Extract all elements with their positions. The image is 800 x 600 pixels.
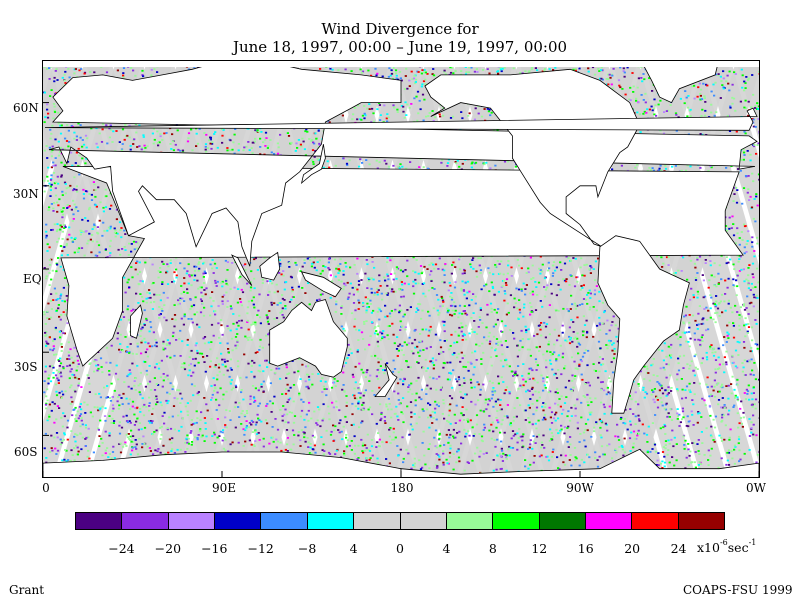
map-subtitle-date-range: June 18, 1997, 00:00 – June 19, 1997, 00… (232, 38, 568, 56)
color-swatch-0 (76, 513, 123, 529)
color-scale-label: 20 (624, 541, 641, 556)
lon-label-0w: 0W (746, 481, 766, 495)
units-prefix: x10 (697, 540, 720, 555)
author-credit: Grant (9, 583, 45, 597)
axis-ticks (43, 102, 759, 477)
lat-label-eq: EQ (23, 272, 42, 286)
color-scale-label: 4 (349, 541, 358, 556)
source-credit: COAPS-FSU 1999 (683, 583, 793, 597)
lon-label-0: 0 (42, 481, 50, 495)
color-swatch-5 (307, 513, 355, 529)
world-map (42, 60, 760, 478)
color-swatch-4 (261, 513, 308, 529)
lon-label-180: 180 (390, 481, 414, 495)
color-scale-label: 24 (670, 541, 687, 556)
color-swatch-10 (539, 513, 586, 529)
landmasses (43, 61, 759, 477)
lon-label-90w: 90W (566, 481, 594, 495)
color-scale-label: −24 (108, 541, 135, 556)
lat-label-30n: 30N (13, 187, 39, 201)
divergence-map-canvas (43, 61, 759, 477)
color-scale-label: 0 (396, 541, 404, 556)
color-scale-label: 16 (577, 541, 594, 556)
color-swatch-8 (446, 513, 494, 529)
color-swatch-9 (493, 513, 540, 529)
map-title: Wind Divergence for (321, 20, 479, 38)
color-swatch-2 (168, 513, 216, 529)
color-swatch-13 (678, 513, 725, 529)
lat-label-60s: 60S (14, 445, 38, 459)
lon-label-90e: 90E (211, 481, 237, 495)
color-scale-label: −20 (154, 541, 182, 556)
color-scale-label: −12 (247, 541, 274, 556)
color-swatch-1 (122, 513, 169, 529)
color-scale-bar (75, 512, 725, 530)
color-swatch-12 (632, 513, 679, 529)
color-swatch-6 (354, 513, 401, 529)
color-scale-label: −16 (201, 541, 228, 556)
color-scale-label: −8 (297, 541, 317, 556)
color-swatch-11 (585, 513, 633, 529)
units-exponent-2: -1 (748, 538, 757, 547)
units-sec: sec (727, 540, 749, 555)
lat-label-30s: 30S (14, 360, 38, 374)
color-swatch-7 (400, 513, 447, 529)
units-exponent-1: -6 (719, 538, 728, 547)
color-scale-label: 8 (488, 541, 497, 556)
color-scale-label: 4 (442, 541, 451, 556)
color-scale-label: 12 (531, 541, 548, 556)
lat-label-60n: 60N (13, 101, 39, 115)
color-swatch-3 (215, 513, 262, 529)
color-scale-units: x10-6sec-1 (697, 538, 757, 555)
